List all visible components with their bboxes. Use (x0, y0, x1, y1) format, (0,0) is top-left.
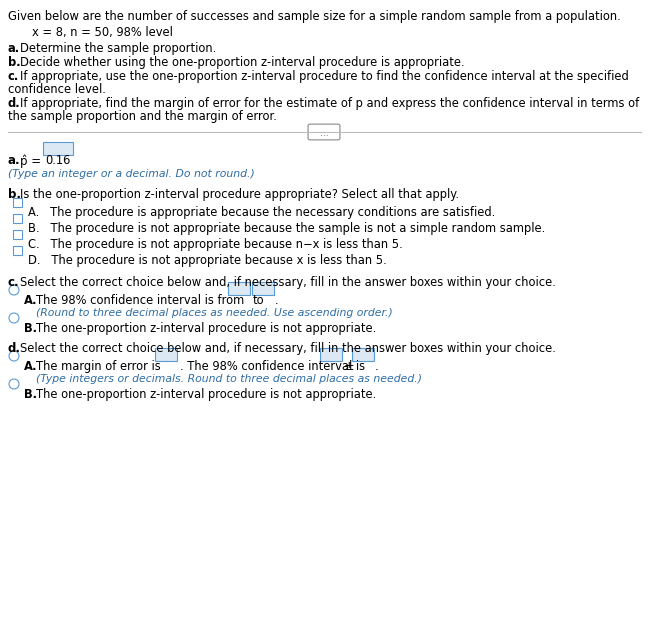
Text: a.: a. (8, 154, 21, 167)
FancyBboxPatch shape (13, 246, 22, 255)
FancyBboxPatch shape (13, 198, 22, 207)
Text: to: to (253, 294, 265, 307)
Text: Given below are the number of successes and sample size for a simple random samp: Given below are the number of successes … (8, 10, 620, 23)
Text: .: . (275, 294, 278, 307)
FancyBboxPatch shape (320, 348, 342, 361)
Text: c.: c. (8, 276, 19, 289)
Text: ...: ... (320, 129, 328, 138)
Text: The one-proportion z-interval procedure is not appropriate.: The one-proportion z-interval procedure … (36, 322, 376, 335)
Text: The 98% confidence interval is from: The 98% confidence interval is from (36, 294, 244, 307)
FancyBboxPatch shape (308, 124, 340, 140)
Text: the sample proportion and the margin of error.: the sample proportion and the margin of … (8, 110, 277, 123)
Text: A.: A. (24, 294, 38, 307)
Text: B.: B. (24, 322, 37, 335)
Text: D.   The procedure is not appropriate because x is less than 5.: D. The procedure is not appropriate beca… (28, 254, 387, 267)
Text: A.   The procedure is appropriate because the necessary conditions are satisfied: A. The procedure is appropriate because … (28, 206, 495, 219)
Text: confidence level.: confidence level. (8, 83, 106, 96)
Text: The margin of error is: The margin of error is (36, 360, 161, 373)
Text: b.: b. (8, 188, 21, 201)
Text: b.: b. (8, 56, 21, 69)
Text: B.: B. (24, 388, 37, 401)
Text: (Type integers or decimals. Round to three decimal places as needed.): (Type integers or decimals. Round to thr… (36, 374, 422, 384)
Text: c.: c. (8, 70, 19, 83)
Text: (Type an integer or a decimal. Do not round.): (Type an integer or a decimal. Do not ro… (8, 169, 255, 179)
Text: 0.16: 0.16 (45, 154, 70, 167)
Text: d.: d. (8, 97, 21, 110)
Text: (Round to three decimal places as needed. Use ascending order.): (Round to three decimal places as needed… (36, 308, 393, 318)
FancyBboxPatch shape (352, 348, 374, 361)
Text: C.   The procedure is not appropriate because n−x is less than 5.: C. The procedure is not appropriate beca… (28, 238, 403, 251)
Text: If appropriate, find the margin of error for the estimate of p and express the c: If appropriate, find the margin of error… (20, 97, 639, 110)
Text: Is the one-proportion z-interval procedure appropriate? Select all that apply.: Is the one-proportion z-interval procedu… (20, 188, 459, 201)
Text: x = 8, n = 50, 98% level: x = 8, n = 50, 98% level (32, 26, 173, 39)
Ellipse shape (9, 351, 19, 361)
FancyBboxPatch shape (155, 348, 177, 361)
Text: Determine the sample proportion.: Determine the sample proportion. (20, 42, 216, 55)
Ellipse shape (9, 379, 19, 389)
Text: Select the correct choice below and, if necessary, fill in the answer boxes with: Select the correct choice below and, if … (20, 276, 556, 289)
FancyBboxPatch shape (13, 214, 22, 223)
Text: a.: a. (8, 42, 20, 55)
Text: d.: d. (8, 342, 21, 355)
FancyBboxPatch shape (228, 282, 250, 295)
Text: Decide whether using the one-proportion z-interval procedure is appropriate.: Decide whether using the one-proportion … (20, 56, 465, 69)
Text: The one-proportion z-interval procedure is not appropriate.: The one-proportion z-interval procedure … (36, 388, 376, 401)
Text: B.   The procedure is not appropriate because the sample is not a simple random : B. The procedure is not appropriate beca… (28, 222, 545, 235)
Text: Select the correct choice below and, if necessary, fill in the answer boxes with: Select the correct choice below and, if … (20, 342, 556, 355)
FancyBboxPatch shape (13, 230, 22, 239)
FancyBboxPatch shape (43, 142, 73, 155)
Text: A.: A. (24, 360, 38, 373)
FancyBboxPatch shape (252, 282, 274, 295)
Text: p̂ =: p̂ = (20, 154, 41, 168)
Text: . The 98% confidence interval is: . The 98% confidence interval is (180, 360, 365, 373)
Text: ±: ± (344, 360, 354, 373)
Text: .: . (375, 360, 378, 373)
Text: If appropriate, use the one-proportion z-interval procedure to find the confiden: If appropriate, use the one-proportion z… (20, 70, 629, 83)
Ellipse shape (9, 285, 19, 295)
Ellipse shape (9, 313, 19, 323)
